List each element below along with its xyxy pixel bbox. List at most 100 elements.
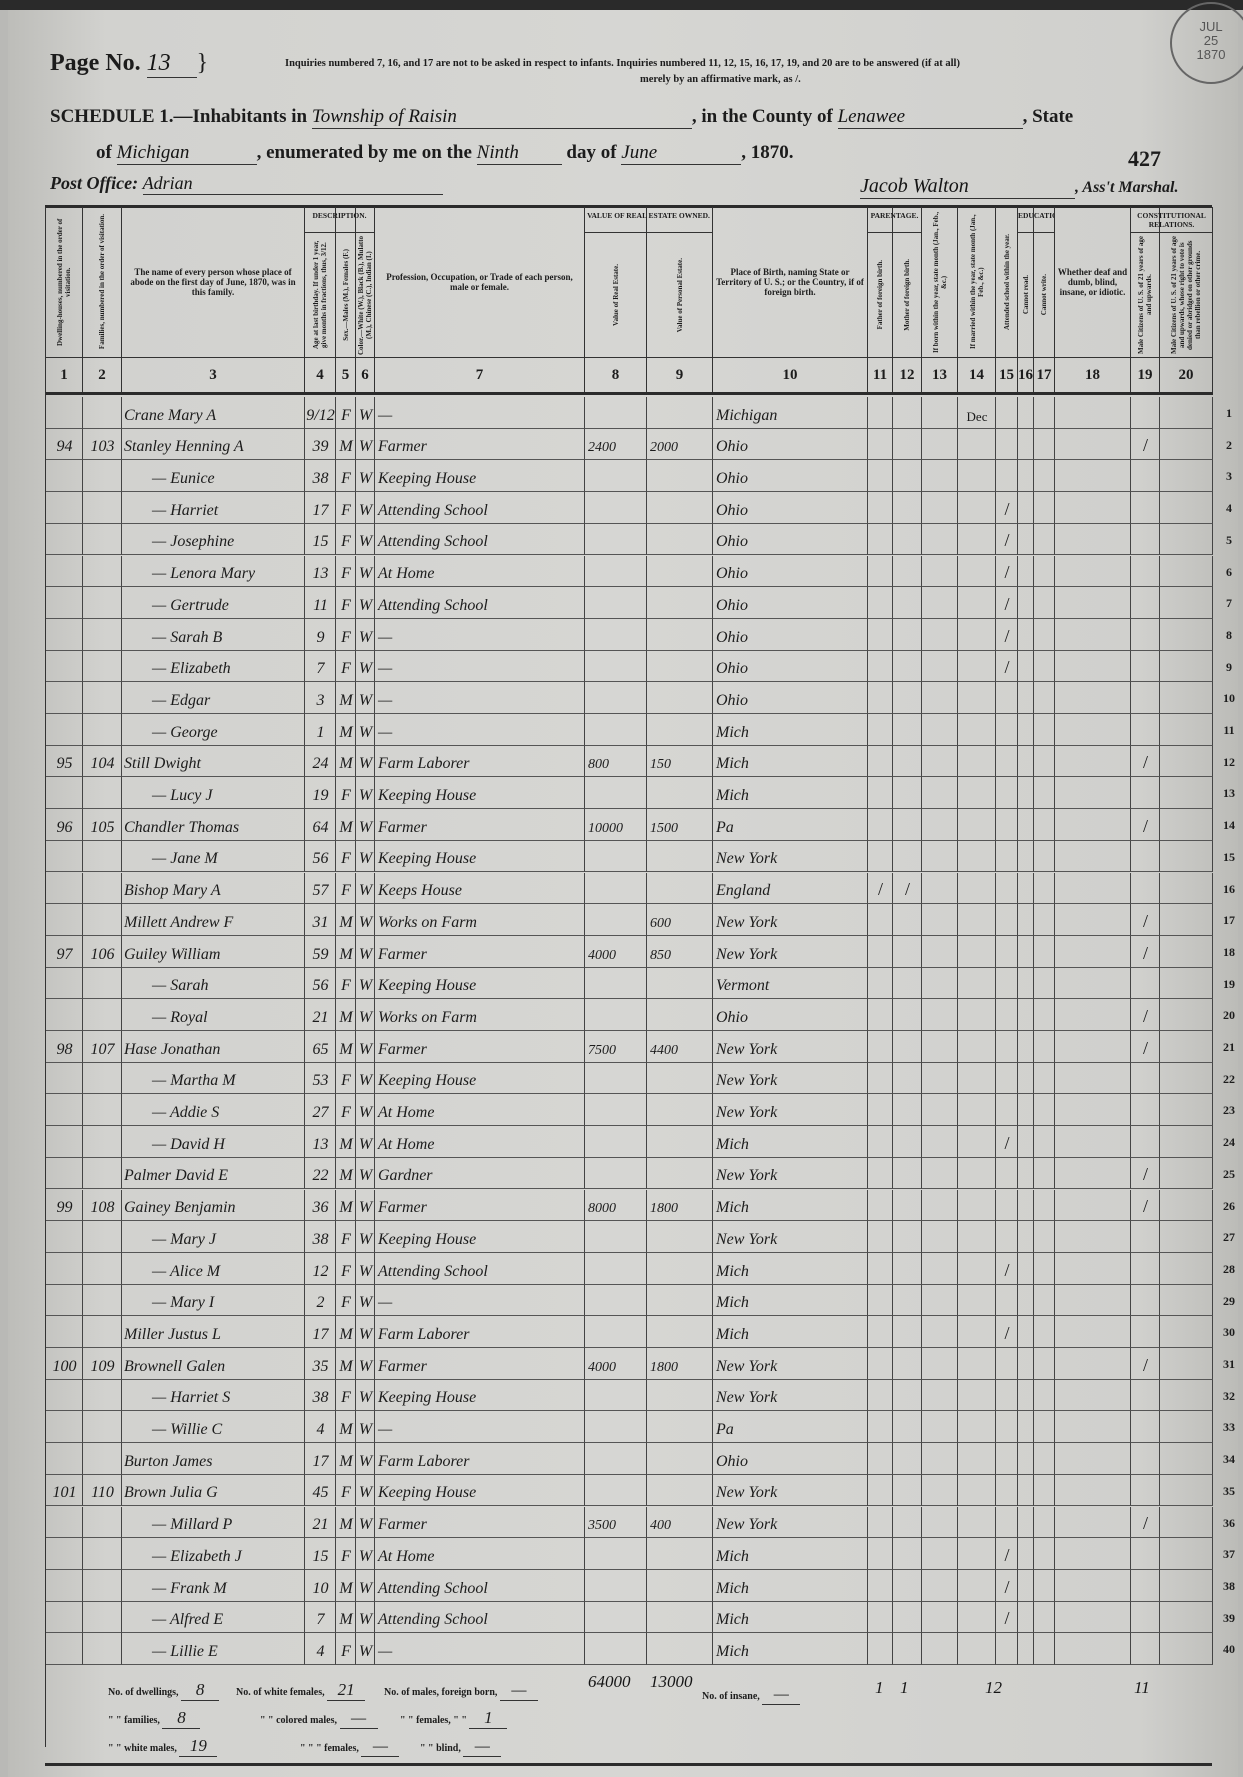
real-estate-value-cell [585, 555, 647, 588]
township-value: Township of Raisin [311, 106, 692, 129]
sex-cell: F [336, 555, 356, 588]
row-number: 29 [1223, 1293, 1235, 1308]
occupation-cell: — [375, 714, 585, 746]
color-cell: W [356, 618, 375, 651]
dwelling-number-cell [46, 1506, 83, 1539]
col-13-cell [922, 1189, 958, 1222]
table-row: 94 103 Stanley Henning A 39 M W Farmer 2400 2000… [46, 428, 1213, 461]
col-16-cell [1018, 1189, 1034, 1222]
family-number-cell [83, 1062, 122, 1095]
dwelling-number-cell [46, 1284, 83, 1317]
color-cell: W [356, 745, 375, 778]
marshal-label: , Ass't Marshal. [1075, 179, 1179, 196]
column-header-label: Male Citizens of U. S. of 21 years of ag… [1137, 236, 1153, 355]
occupation-cell: Farm Laborer [375, 745, 585, 778]
stamp-year: 1870 [1196, 47, 1226, 62]
col-20-cell [1160, 460, 1213, 493]
table-row: — Sarah B 9 F W — Ohio / [46, 618, 1213, 651]
personal-estate-value-cell [647, 1316, 713, 1348]
col-17-cell [1034, 650, 1055, 683]
column-header-label: The name of every person whose place of … [130, 267, 296, 297]
dwelling-number-cell [46, 397, 83, 429]
mark-14: Dec [966, 408, 988, 424]
col-17-cell [1034, 1126, 1055, 1158]
col-15-cell [996, 1284, 1018, 1317]
col-14-cell [958, 650, 996, 683]
family-number-cell: 103 [83, 428, 122, 461]
page-number: 13 [146, 50, 197, 78]
occupation-cell: — [375, 1633, 585, 1665]
col-15-cell [996, 1221, 1018, 1253]
real-estate-value-cell: 4000 [585, 935, 647, 968]
col-18-cell [1055, 1221, 1131, 1253]
col-13-cell [922, 650, 958, 683]
table-row: Millett Andrew F 31 M W Works on Farm 600 New … [46, 904, 1213, 936]
col-17-cell [1034, 1316, 1055, 1348]
occupation-cell: Keeping House [375, 1379, 585, 1412]
color-cell: W [356, 682, 375, 714]
sex-cell: F [336, 587, 356, 619]
table-top-rule [45, 205, 1212, 208]
mark-15: / [1004, 562, 1010, 583]
dwelling-number-cell [46, 1443, 83, 1475]
sex-cell: M [336, 1443, 356, 1475]
table-row: — Royal 21 M W Works on Farm Ohio / [46, 999, 1213, 1031]
personal-estate-value-cell [647, 460, 713, 493]
col-19-cell [1131, 460, 1160, 493]
col-15-cell: / [996, 1252, 1018, 1285]
personal-estate-value-cell [647, 492, 713, 524]
color-cell: W [356, 397, 375, 429]
birthplace-cell: Ohio [713, 460, 868, 493]
year-label: , 1870. [741, 142, 794, 163]
real-estate-value-cell: 2400 [585, 428, 647, 461]
col-11-cell [868, 1062, 893, 1095]
table-row: — Josephine 15 F W Attending School Ohio / [46, 523, 1213, 556]
col-13-cell [922, 1474, 958, 1507]
real-estate-value-cell [585, 650, 647, 683]
mark-15: / [1004, 657, 1010, 678]
col-13-cell [922, 1538, 958, 1570]
real-estate-value-cell [585, 714, 647, 746]
color-cell: W [356, 1157, 375, 1190]
col-16-cell [1018, 1379, 1034, 1412]
col-17-cell [1034, 1221, 1055, 1253]
dwelling-number-cell [46, 523, 83, 556]
row-number: 24 [1223, 1135, 1235, 1150]
col-11-cell [868, 1189, 893, 1222]
sex-cell: F [336, 492, 356, 524]
column-number: 11 [868, 358, 893, 392]
person-name-cell: — Eunice [122, 460, 305, 493]
col-19-cell [1131, 587, 1160, 619]
col-14-cell [958, 1348, 996, 1380]
occupation-cell: At Home [375, 1094, 585, 1127]
col-13-cell [922, 1443, 958, 1475]
col-20-cell [1160, 1284, 1213, 1317]
table-row: — Sarah 56 F W Keeping House Vermont [46, 967, 1213, 1000]
person-name-cell: — Mary J [122, 1221, 305, 1253]
table-row: — Addie S 27 F W At Home New York [46, 1094, 1213, 1127]
col-11-cell [868, 1538, 893, 1570]
birthplace-cell: New York [713, 1031, 868, 1063]
col-20-cell [1160, 397, 1213, 429]
col-11-cell [868, 650, 893, 683]
column-header-label: Place of Birth, naming State or Territor… [716, 267, 864, 297]
personal-estate-value-cell [647, 1157, 713, 1190]
family-number-cell [83, 999, 122, 1031]
col-17-cell [1034, 682, 1055, 714]
personal-estate-value-cell [647, 587, 713, 619]
real-estate-value-cell [585, 872, 647, 905]
occupation-cell: Keeping House [375, 777, 585, 810]
of-label: of [96, 142, 112, 163]
birthplace-cell: Mich [713, 1316, 868, 1348]
age-cell: 36 [305, 1189, 336, 1222]
family-number-cell: 108 [83, 1189, 122, 1222]
age-cell: 64 [305, 809, 336, 841]
age-cell: 10 [305, 1569, 336, 1602]
column-number: 3 [122, 358, 305, 392]
col-14-cell [958, 1569, 996, 1602]
col-14-cell [958, 1189, 996, 1222]
occupation-cell: Keeping House [375, 460, 585, 493]
col-13-cell [922, 587, 958, 619]
row-number: 23 [1223, 1103, 1235, 1118]
real-estate-value-cell [585, 1601, 647, 1634]
